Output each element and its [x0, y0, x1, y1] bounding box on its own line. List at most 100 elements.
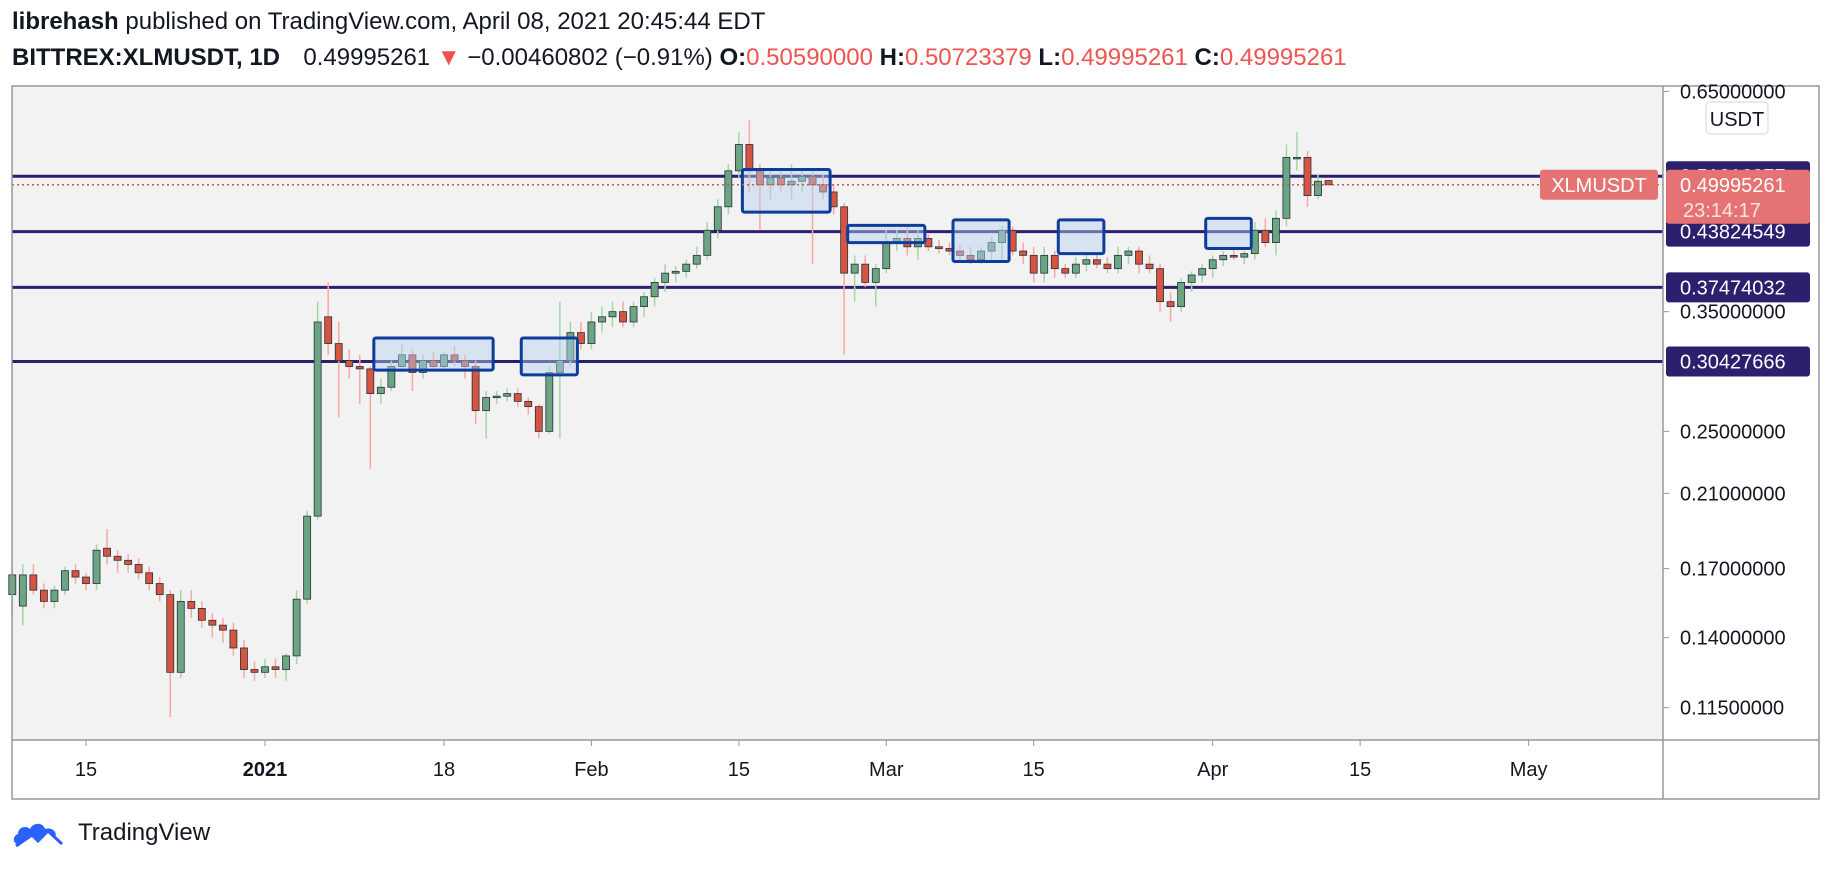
candle [92, 544, 101, 591]
candle-body [261, 666, 269, 673]
candle [50, 585, 59, 609]
x-tick-label: Mar [869, 759, 904, 781]
candle-body [303, 515, 312, 600]
candle-body [387, 366, 396, 388]
consolidation-zone-box[interactable] [372, 336, 495, 372]
candle-body [18, 574, 27, 607]
candle [545, 366, 554, 435]
candle [1145, 255, 1154, 274]
candle-body [50, 589, 59, 602]
symbol-price-tag: XLMUSDT [1540, 169, 1658, 200]
candle [145, 566, 154, 591]
candle-body [545, 372, 554, 432]
candle [871, 264, 880, 307]
tradingview-logo[interactable]: TradingView [12, 818, 210, 848]
close-value: 0.49995261 [1219, 44, 1347, 71]
candle [134, 558, 143, 580]
candle-body [1229, 254, 1238, 258]
candle-body [977, 250, 985, 261]
candle-body [366, 368, 375, 395]
candle-body [1019, 250, 1028, 256]
price-chart[interactable]: 0.65000000 0.35000000 0.25000000 0.21000000… [0, 0, 1832, 810]
consolidation-zone-box[interactable] [740, 167, 832, 214]
candle-body [1103, 263, 1112, 270]
candle-body [1177, 282, 1186, 308]
candle [292, 590, 301, 665]
candle [724, 164, 733, 215]
candle [1229, 248, 1238, 260]
candle-body [419, 360, 427, 373]
symbol-tag-text: XLMUSDT [1551, 175, 1647, 197]
candle [208, 613, 217, 638]
candle-body [134, 564, 143, 574]
consolidation-zone-box[interactable] [1056, 218, 1106, 256]
x-tick-label: Feb [574, 759, 608, 781]
candle-body [482, 397, 491, 412]
candle [1219, 251, 1228, 266]
candle-body [1166, 301, 1175, 308]
price-change: −0.00460802 (−0.91%) [467, 44, 713, 71]
candle [261, 658, 269, 678]
candle-body [1050, 254, 1059, 270]
y-tick-label: 0.65000000 [1680, 81, 1786, 103]
consolidation-zone-box[interactable] [951, 218, 1011, 264]
level-label-text: 0.37474032 [1680, 277, 1786, 299]
y-tick-label: 0.35000000 [1680, 302, 1786, 324]
level-price-label[interactable]: 0.37474032 [1666, 272, 1810, 303]
open-value: 0.50590000 [746, 44, 873, 71]
candle-body [619, 311, 627, 323]
candle-body [1282, 156, 1291, 219]
close-label: C: [1194, 44, 1220, 71]
currency-button[interactable]: USDT [1705, 101, 1769, 135]
candle-body [566, 332, 575, 362]
candle [1314, 174, 1322, 200]
consolidation-zone-box[interactable] [1204, 216, 1253, 250]
candle [229, 622, 238, 656]
candle [1198, 264, 1207, 283]
level-label-bg [1666, 216, 1810, 247]
candle [461, 354, 469, 379]
candle-body [1187, 274, 1196, 283]
x-tick-label: 15 [75, 759, 97, 781]
low-label: L: [1038, 44, 1062, 71]
candle [555, 301, 564, 439]
consolidation-zone-box[interactable] [846, 223, 927, 245]
candle-body [966, 254, 975, 261]
candle [650, 277, 659, 307]
level-price-label[interactable]: 0.43824549 [1666, 216, 1810, 247]
candle-body [745, 144, 754, 172]
candle [166, 590, 175, 718]
level-price-label[interactable]: 0.30427666 [1666, 346, 1810, 377]
candle-body [682, 263, 691, 272]
candle [176, 590, 185, 678]
candle-body [208, 619, 217, 626]
candle-body [218, 624, 227, 631]
candle-body [766, 177, 775, 186]
candle-body [103, 547, 111, 557]
candle-body [166, 594, 175, 673]
candle [1029, 246, 1038, 283]
candle [113, 550, 122, 573]
level-label-text: 0.43824549 [1680, 222, 1786, 244]
candle [713, 199, 722, 239]
candle-body [1219, 254, 1228, 261]
candle-body [777, 177, 785, 186]
candle-body [1198, 268, 1207, 276]
candle [450, 345, 459, 367]
candle [1208, 255, 1217, 278]
candle-body [1145, 263, 1154, 270]
candle [492, 391, 501, 404]
author-name[interactable]: librehash [12, 8, 119, 35]
candle-body [1156, 268, 1164, 303]
candle [1166, 291, 1175, 322]
consolidation-zone-box[interactable] [519, 336, 579, 377]
current-price-tag[interactable]: 0.49995261 23:14:17 [1666, 169, 1810, 224]
candle [313, 301, 322, 520]
candle [1261, 218, 1270, 247]
candle-body [197, 607, 206, 621]
open-label: O: [719, 44, 747, 71]
candle-body [882, 242, 891, 270]
x-tick-label: 15 [1023, 759, 1045, 781]
candle [366, 366, 375, 469]
candle-body [871, 268, 880, 283]
